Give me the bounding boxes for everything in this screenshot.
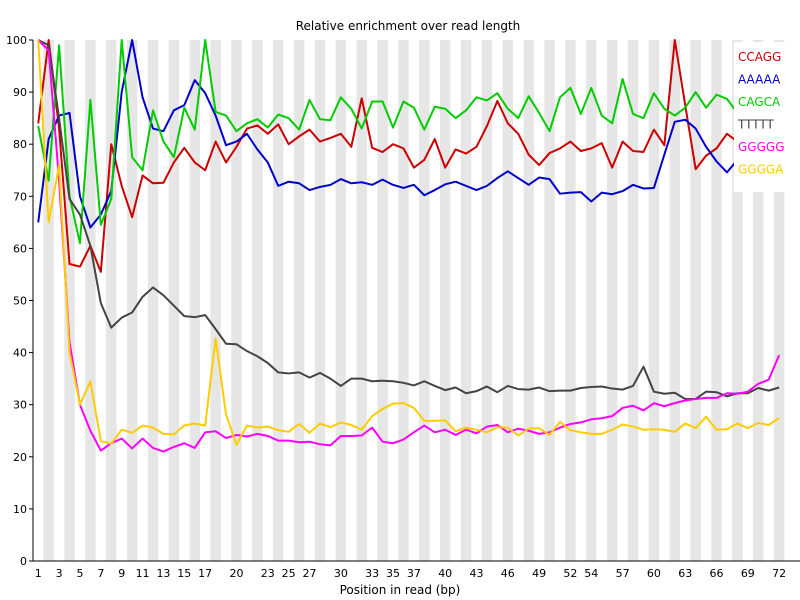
series-line-aaaaa [37, 39, 780, 229]
grid-band [356, 40, 367, 561]
series-line-gggga [37, 39, 780, 446]
legend: CCAGG AAAAA CAGCA TTTTT GGGGG GGGGA [734, 42, 796, 192]
grid-band [439, 40, 451, 561]
x-tick-label: 63 [678, 567, 692, 580]
x-tick-label: 35 [386, 567, 400, 580]
x-tick-label: 7 [97, 567, 104, 580]
grid-band [419, 40, 430, 561]
x-tick-label: 23 [261, 567, 275, 580]
legend-entry-ggggg: GGGGG [738, 140, 785, 154]
x-tick-label: 1 [35, 567, 42, 580]
x-tick-label: 66 [710, 567, 724, 580]
y-tick-label: 90 [13, 86, 27, 99]
grid-band [231, 40, 242, 561]
x-tick-label: 13 [156, 567, 170, 580]
x-tick-label: 54 [584, 567, 598, 580]
x-tick-label: 11 [136, 567, 150, 580]
series-line-ttttt [37, 39, 780, 400]
background-bands [43, 40, 785, 561]
y-tick-label: 20 [13, 451, 27, 464]
x-tick-label: 37 [407, 567, 421, 580]
grid-band [293, 40, 305, 561]
x-tick-label: 5 [76, 567, 83, 580]
grid-band [398, 40, 409, 561]
x-tick-label: 49 [532, 567, 546, 580]
grid-band [460, 40, 472, 561]
grid-band [335, 40, 347, 561]
x-tick-label: 57 [616, 567, 630, 580]
legend-entry-aaaaa: AAAAA [738, 73, 781, 87]
grid-band [481, 40, 493, 561]
grid-band [586, 40, 597, 561]
legend-entry-ttttt: TTTTT [737, 118, 774, 132]
grid-band [189, 40, 200, 561]
grid-band [273, 40, 284, 561]
y-tick-label: 50 [13, 295, 27, 308]
grid-band [106, 40, 117, 561]
grid-band [314, 40, 326, 561]
x-tick-label: 20 [229, 567, 243, 580]
grid-band [627, 40, 639, 561]
legend-entry-ccagg: CCAGG [738, 50, 781, 64]
x-tick-label: 25 [282, 567, 296, 580]
y-tick-label: 0 [20, 555, 27, 568]
x-tick-label: 9 [118, 567, 125, 580]
x-tick-label: 3 [56, 567, 63, 580]
x-tick-label: 30 [334, 567, 348, 580]
x-axis: 1 3 5 7 9 11 13 15 17 20 23 25 27 30 33 35 37 40 43 46 49 52 5… [35, 567, 786, 580]
grid-band [544, 40, 555, 561]
grid-band [210, 40, 221, 561]
x-tick-label: 60 [647, 567, 661, 580]
y-tick-label: 70 [13, 190, 27, 203]
y-tick-label: 100 [6, 34, 27, 47]
y-axis: 0 10 20 30 40 50 60 70 80 90 100 [6, 34, 33, 568]
grid-band [669, 40, 680, 561]
grid-band [732, 40, 743, 561]
x-tick-label: 17 [198, 567, 212, 580]
x-tick-label: 15 [177, 567, 191, 580]
grid-band [126, 40, 138, 561]
legend-box [734, 42, 796, 192]
grid-band [690, 40, 701, 561]
grid-band [64, 40, 75, 561]
x-tick-label: 52 [563, 567, 577, 580]
grid-band [523, 40, 534, 561]
grid-band [377, 40, 388, 561]
x-tick-label: 46 [501, 567, 515, 580]
grid-band [168, 40, 180, 561]
grid-band [85, 40, 96, 561]
grid-band [565, 40, 576, 561]
legend-entry-cagca: CAGCA [738, 95, 781, 109]
grid-band [147, 40, 159, 561]
legend-entry-gggga: GGGGA [738, 163, 784, 177]
grid-band [753, 40, 764, 561]
series-line-ggggg [37, 39, 781, 453]
grid-band [252, 40, 263, 561]
x-tick-label: 69 [741, 567, 755, 580]
y-tick-label: 10 [13, 503, 27, 516]
y-tick-label: 40 [13, 347, 27, 360]
y-tick-label: 30 [13, 399, 27, 412]
series-line-cagca [37, 39, 780, 245]
series-line-ccagg [37, 39, 780, 273]
x-tick-label: 72 [772, 567, 786, 580]
series-lines [37, 39, 781, 453]
grid-band [606, 40, 618, 561]
x-tick-label: 40 [438, 567, 452, 580]
y-tick-label: 80 [13, 138, 27, 151]
grid-band [711, 40, 722, 561]
x-tick-label: 33 [365, 567, 379, 580]
grid-band [648, 40, 660, 561]
grid-band [773, 40, 785, 561]
x-axis-label: Position in read (bp) [340, 583, 461, 597]
y-tick-label: 60 [13, 242, 27, 255]
x-tick-label: 43 [470, 567, 484, 580]
grid-band [43, 40, 54, 561]
x-tick-label: 27 [303, 567, 317, 580]
chart-title: Relative enrichment over read length [296, 19, 521, 33]
grid-band [502, 40, 514, 561]
